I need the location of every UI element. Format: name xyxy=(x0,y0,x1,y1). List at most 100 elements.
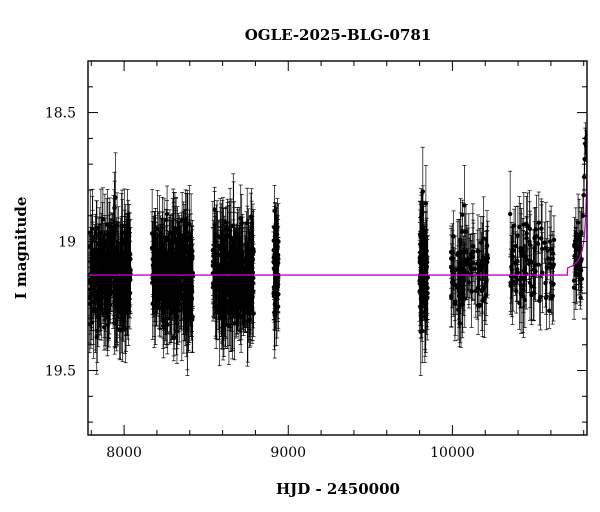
data-point xyxy=(118,310,123,315)
data-point xyxy=(220,240,226,246)
data-point xyxy=(168,286,173,291)
data-point xyxy=(175,295,180,300)
data-point xyxy=(164,217,169,223)
data-point xyxy=(107,275,112,280)
data-point xyxy=(123,243,128,248)
data-point xyxy=(102,262,107,267)
data-point xyxy=(182,283,187,289)
data-point xyxy=(111,280,116,286)
data-point xyxy=(163,279,168,285)
data-point xyxy=(104,222,110,227)
data-point xyxy=(244,220,250,226)
data-point xyxy=(105,270,111,276)
data-point xyxy=(150,276,155,281)
data-point xyxy=(214,310,220,315)
data-point xyxy=(183,218,189,223)
data-point xyxy=(157,272,162,277)
data-point xyxy=(150,301,155,306)
data-point xyxy=(169,297,175,303)
data-point xyxy=(178,270,184,275)
data-point xyxy=(247,309,252,314)
data-point xyxy=(184,288,189,293)
data-point xyxy=(105,280,110,285)
data-point xyxy=(185,326,190,331)
data-point xyxy=(89,250,94,255)
data-point xyxy=(95,328,100,334)
data-point xyxy=(94,260,99,265)
data-point xyxy=(185,234,191,240)
data-point xyxy=(171,308,176,314)
data-point xyxy=(240,253,245,258)
data-point xyxy=(239,221,244,226)
data-point xyxy=(232,252,238,257)
data-point xyxy=(149,245,155,251)
data-point xyxy=(177,245,183,250)
data-point xyxy=(238,314,244,319)
data-point xyxy=(219,285,224,290)
data-point xyxy=(95,314,101,320)
data-point xyxy=(119,224,124,229)
data-point xyxy=(175,303,181,309)
data-point xyxy=(101,284,107,290)
data-point xyxy=(169,259,174,264)
data-point xyxy=(161,235,167,240)
data-point xyxy=(124,239,129,244)
data-point xyxy=(106,250,111,256)
data-point xyxy=(216,262,221,267)
data-point xyxy=(88,244,92,249)
data-point xyxy=(98,231,104,236)
data-point xyxy=(98,247,103,252)
data-point xyxy=(88,287,93,292)
data-point xyxy=(89,320,95,325)
data-point xyxy=(99,256,104,261)
data-point xyxy=(159,280,164,286)
data-point xyxy=(93,309,98,314)
data-point xyxy=(235,311,240,317)
data-point xyxy=(177,265,182,270)
data-point xyxy=(105,322,111,328)
data-point xyxy=(98,265,103,270)
data-point xyxy=(120,238,125,243)
data-point xyxy=(186,305,191,310)
data-point xyxy=(125,306,131,312)
data-point xyxy=(221,298,227,303)
data-point xyxy=(121,294,126,299)
data-point xyxy=(166,266,171,271)
data-point xyxy=(116,268,122,274)
data-point xyxy=(93,230,98,235)
data-point xyxy=(88,294,93,300)
data-point xyxy=(163,304,168,310)
data-point xyxy=(215,251,220,257)
data-point xyxy=(167,300,172,306)
data-point xyxy=(176,308,181,313)
data-point xyxy=(182,268,188,273)
data-point xyxy=(102,243,108,249)
data-point xyxy=(184,248,190,254)
data-point xyxy=(184,317,189,323)
data-point xyxy=(100,216,106,222)
data-point xyxy=(151,281,157,286)
data-point xyxy=(151,293,157,298)
data-point xyxy=(105,314,110,320)
data-point xyxy=(112,205,117,211)
data-point xyxy=(108,262,113,267)
data-point xyxy=(90,255,95,261)
data-point xyxy=(96,275,101,280)
data-point xyxy=(92,264,97,270)
data-point xyxy=(187,221,192,227)
data-point xyxy=(125,249,131,254)
data-point xyxy=(212,222,217,227)
data-point xyxy=(184,311,190,317)
data-point xyxy=(88,277,93,283)
data-point xyxy=(113,195,118,200)
data-point xyxy=(111,233,117,238)
data-point xyxy=(160,265,165,270)
data-point xyxy=(116,295,121,300)
data-point xyxy=(227,270,233,275)
data-point xyxy=(177,285,182,290)
data-point xyxy=(230,309,236,314)
data-point xyxy=(115,300,120,306)
data-point xyxy=(151,256,156,262)
data-point xyxy=(92,294,98,299)
data-point xyxy=(90,236,95,241)
